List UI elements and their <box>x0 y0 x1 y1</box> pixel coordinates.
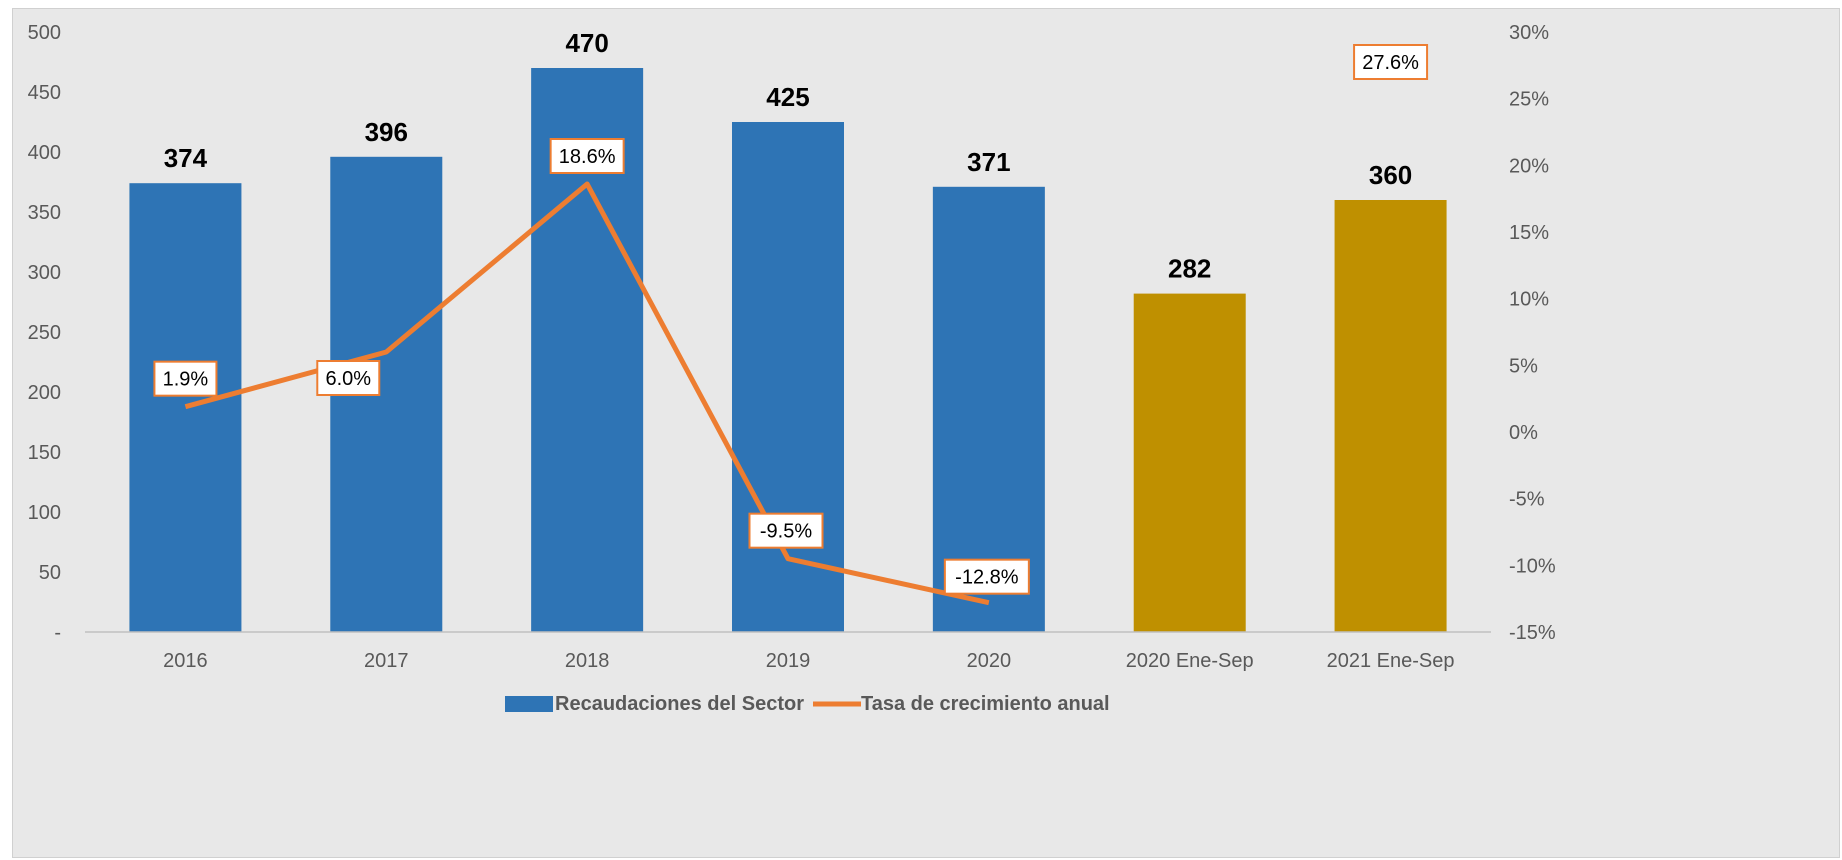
legend-swatch-bars <box>505 696 553 712</box>
bar-2020-ene-sep <box>1133 293 1246 632</box>
x-axis-tick-label: 2021 Ene-Sep <box>1327 650 1455 672</box>
bar-value-label: 374 <box>164 143 208 173</box>
left-axis-tick-label: 150 <box>28 442 61 464</box>
bar-value-label: 371 <box>967 147 1010 177</box>
left-axis-tick-label: 400 <box>28 142 61 164</box>
bar-value-label: 396 <box>365 117 408 147</box>
right-axis-tick-label: 15% <box>1509 222 1549 244</box>
x-axis-tick-label: 2019 <box>766 650 811 672</box>
right-axis-tick-label: -10% <box>1509 555 1556 577</box>
bar-value-label: 470 <box>565 28 608 58</box>
rate-data-label: -12.8% <box>955 567 1019 589</box>
right-axis-tick-label: -5% <box>1509 489 1545 511</box>
rate-data-label-box <box>943 558 1030 595</box>
legend-label-bars: Recaudaciones del Sector <box>555 693 804 715</box>
rate-data-label-box <box>316 360 381 396</box>
rate-data-label-box <box>153 360 218 397</box>
x-axis-tick-label: 2016 <box>163 650 208 672</box>
bar-2016 <box>129 183 242 632</box>
rate-data-label-box <box>1353 44 1429 80</box>
x-axis-tick-label: 2020 Ene-Sep <box>1126 650 1254 672</box>
rate-data-label-box <box>549 138 625 174</box>
combo-chart: - 50 100 150 200 250 300 350 400 450 500 -15% -10% -5… <box>28 22 1556 715</box>
x-axis-tick-label: 2017 <box>364 650 409 672</box>
left-axis-tick-label: 500 <box>28 22 61 44</box>
legend-label-line: Tasa de crecimiento anual <box>861 693 1110 715</box>
x-axis-tick-label: 2018 <box>565 650 610 672</box>
left-axis-tick-label: 450 <box>28 82 61 104</box>
chart-container: - 50 100 150 200 250 300 350 400 450 500 -15% -10% -5… <box>12 8 1840 858</box>
right-axis-tick-label: 5% <box>1509 355 1538 377</box>
right-axis-tick-label: 25% <box>1509 89 1549 111</box>
bar-value-label: 425 <box>766 82 809 112</box>
rate-data-label: 27.6% <box>1362 52 1419 74</box>
rate-data-label: 18.6% <box>559 146 616 168</box>
left-axis-tick-label: 100 <box>28 502 61 524</box>
left-axis-tick-label: - <box>54 622 61 644</box>
right-axis-tick-label: 20% <box>1509 155 1549 177</box>
left-axis-tick-label: 300 <box>28 262 61 284</box>
rate-data-label: 1.9% <box>163 369 209 391</box>
right-axis-tick-label: 30% <box>1509 22 1549 44</box>
rate-data-label-box <box>748 512 824 549</box>
bar-2021-ene-sep <box>1334 200 1447 632</box>
bar-value-label: 282 <box>1168 254 1211 284</box>
rate-data-label: 6.0% <box>325 368 371 390</box>
left-axis-tick-label: 200 <box>28 382 61 404</box>
right-axis-tick-label: -15% <box>1509 622 1556 644</box>
right-axis-tick-label: 0% <box>1509 422 1538 444</box>
x-axis-tick-label: 2020 <box>967 650 1012 672</box>
bar-value-label: 360 <box>1369 160 1412 190</box>
left-axis-tick-label: 350 <box>28 202 61 224</box>
bar-2020 <box>932 186 1045 633</box>
left-axis-tick-label: 250 <box>28 322 61 344</box>
right-axis-tick-label: 10% <box>1509 289 1549 311</box>
left-axis-tick-label: 50 <box>39 562 61 584</box>
rate-data-label: -9.5% <box>760 521 812 543</box>
